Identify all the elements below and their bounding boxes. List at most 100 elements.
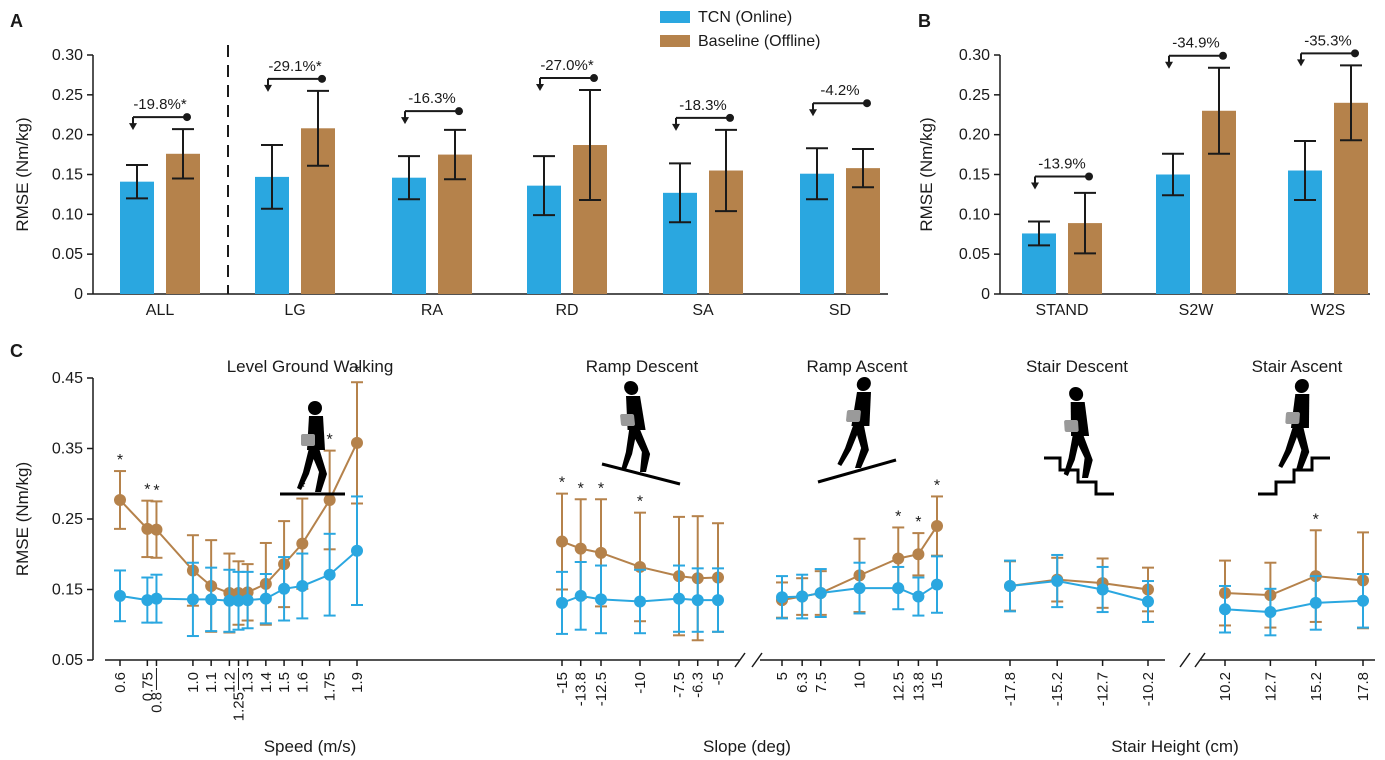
x-tick-label: -15.2 [1049,672,1066,706]
offline-marker [114,493,126,506]
online-marker [814,587,827,600]
y-tick-label: 0.20 [959,127,990,144]
figure-device [1285,412,1300,424]
online-marker [141,594,154,607]
online-marker [691,594,704,607]
online-marker [232,594,245,607]
reduction-bracket-arrow [1297,59,1305,67]
x-tick-label: -17.8 [1002,672,1019,706]
x-category-label: STAND [1035,302,1088,319]
figure-leg-front [1293,426,1310,470]
y-tick-label: 0.25 [52,511,83,528]
axis-break-mark [734,652,746,668]
reduction-bracket-arrow [129,123,137,131]
legend-swatch-offline [660,35,690,47]
significance-star: * [559,475,565,492]
reduction-annotation: -13.9% [1038,156,1086,173]
x-tick-label: 1.4 [258,672,275,693]
online-marker [186,593,199,606]
figure-head [624,381,639,395]
reduction-bracket-dot [318,74,326,83]
online-marker [712,594,724,607]
panel-label-a: A [10,11,23,31]
x-axis-label: Slope (deg) [703,737,791,756]
stairs-up-icon [1258,456,1330,496]
y-tick-label: 0.20 [52,127,83,144]
x-tick-label: 6.3 [794,672,811,693]
online-marker [796,590,809,603]
y-tick-label: 0.15 [959,167,990,184]
online-marker [556,596,568,609]
online-marker [776,591,788,604]
online-marker [1357,594,1369,607]
figure-head [856,377,871,391]
axis-break-mark [1194,652,1206,668]
significance-star: * [354,363,360,380]
figure-leg-front [309,448,327,492]
x-tick-label: 15.2 [1308,672,1325,701]
figure-leg-back [1278,426,1302,468]
group-title: Stair Ascent [1252,357,1343,376]
x-tick-label: -10.2 [1140,672,1157,706]
online-marker [296,579,309,592]
offline-marker [150,523,163,536]
offline-marker [556,535,568,548]
figure-leg-back [1063,434,1081,476]
x-tick-label: -12.7 [1095,672,1112,706]
x-tick-label: 0.75 [139,672,156,701]
figure-leg-front [853,424,869,468]
x-tick-label: 1.9 [349,672,366,693]
y-tick-label: 0.10 [52,206,83,223]
reduction-bracket-dot [183,113,191,122]
x-tick-label: -13.8 [573,672,590,706]
y-tick-label: 0.30 [52,47,83,64]
x-tick-label: -12.5 [593,672,610,706]
group-title: Level Ground Walking [227,357,394,376]
y-axis-label: RMSE (Nm/kg) [13,117,32,231]
online-marker [259,592,272,605]
y-tick-label: 0 [981,286,990,303]
group-title: Ramp Descent [586,357,699,376]
online-marker [1051,575,1064,588]
x-tick-label: 1.5 [276,672,293,693]
figure-device [620,414,635,426]
reduction-bracket-dot [1351,49,1359,58]
x-tick-label: 1.3 [240,672,257,693]
x-category-label: SA [692,302,714,319]
x-tick-label: -6.3 [690,672,707,698]
reduction-bracket-arrow [264,84,272,92]
online-marker [574,589,587,602]
group-title: Stair Descent [1026,357,1128,376]
x-tick-label: 1.1 [203,672,220,693]
online-line [1224,599,1364,614]
reduction-annotation: -19.8%* [133,96,187,113]
online-marker [1264,606,1277,619]
y-tick-label: 0.15 [52,582,83,599]
significance-star: * [598,480,604,497]
x-tick-label: 10 [852,672,869,689]
figure-device [846,410,861,422]
online-marker [931,578,943,591]
x-category-label: RD [555,302,578,319]
x-tick-label: -15 [554,672,571,694]
x-tick-label: 1.0 [185,672,202,693]
x-tick-label: 1.2 [221,672,238,693]
x-tick-label: 15 [929,672,946,689]
panel-c-line-chart: 0.05 0.15 0.25 0.35 0.45 RMSE (Nm/kg) Level Gr… [13,357,1375,756]
figure-head [1069,387,1084,401]
x-category-label: W2S [1311,302,1346,319]
significance-star: * [578,480,584,497]
x-tick-label: 1.6 [294,672,311,693]
reduction-annotation: -27.0%* [540,57,594,74]
online-marker [1219,603,1231,616]
figure-device [301,434,315,446]
x-category-label: ALL [146,302,175,319]
reduction-bracket-arrow [672,123,680,131]
x-category-label: LG [284,302,305,319]
online-marker [323,568,336,581]
figure-head [308,401,322,415]
y-tick-label: 0.25 [959,87,990,104]
online-marker [278,582,291,595]
x-tick-label: -7.5 [671,672,688,698]
